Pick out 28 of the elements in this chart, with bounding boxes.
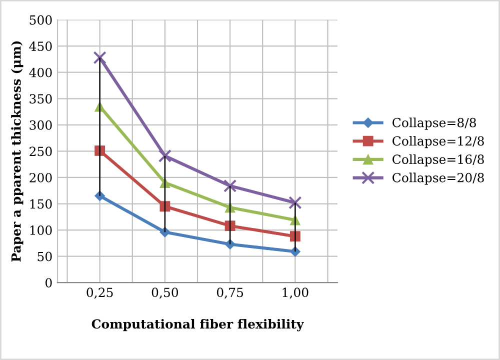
- point: [288, 196, 302, 210]
- point: [224, 220, 236, 232]
- point: [93, 51, 106, 64]
- y-tick-label: 450: [29, 42, 52, 52]
- y-tick-label: 500: [30, 15, 52, 25]
- y-tick-label: 100: [30, 226, 52, 235]
- x-tick-label: 0,50: [152, 288, 178, 299]
- x-tick-label: 1,00: [282, 288, 308, 299]
- point: [160, 226, 170, 238]
- x-axis-title: Computational fiber flexibility: [92, 319, 304, 332]
- y-tick-label: 400: [29, 68, 52, 78]
- x-tick-label: 0,75: [216, 288, 244, 299]
- y-axis-title: Paper a pparent thickness (μm): [11, 41, 24, 262]
- y-tick-label: 200: [30, 172, 52, 182]
- legend-label: Collapse=12/8: [392, 136, 484, 148]
- point: [223, 179, 237, 192]
- y-tick-label: 50: [38, 252, 52, 262]
- y-tick-label: 150: [30, 199, 52, 209]
- x-tick-label: 0,25: [86, 288, 113, 299]
- legend-label: Collapse=16/8: [392, 154, 484, 166]
- legend-label: Collapse=8/8: [392, 118, 476, 130]
- y-tick-label: 0: [46, 278, 52, 288]
- point: [158, 149, 172, 163]
- y-tick-label: 300: [30, 120, 52, 130]
- legend-label: Collapse=20/8: [392, 172, 484, 185]
- y-tick-label: 350: [30, 94, 52, 104]
- y-tick-label: 250: [30, 146, 52, 156]
- point: [224, 238, 236, 250]
